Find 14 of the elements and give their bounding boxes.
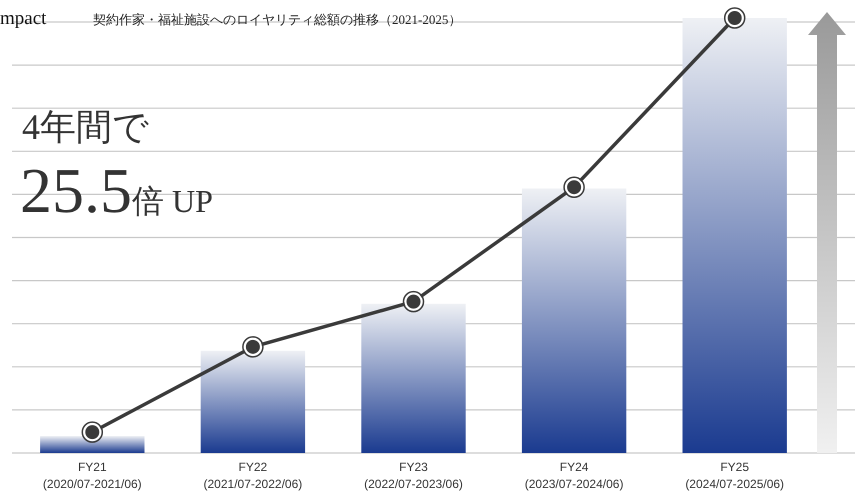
chart-title: 契約作家・福祉施設へのロイヤリティ総額の推移（2021-2025） bbox=[93, 12, 462, 27]
x-tick-label: FY25 (2024/07-2025/06) bbox=[685, 460, 784, 491]
x-tick-label: FY24 (2023/07-2024/06) bbox=[524, 460, 624, 491]
bar bbox=[361, 304, 466, 453]
annotation: mpact bbox=[0, 8, 48, 29]
bar bbox=[40, 436, 144, 453]
bar bbox=[200, 350, 306, 453]
x-tick-label: FY23 (2022/07-2023/06) bbox=[364, 460, 463, 491]
x-tick-label: FY21 (2020/07-2021/06) bbox=[42, 460, 142, 491]
bar bbox=[522, 188, 626, 453]
x-tick-label: FY22 (2021/07-2022/06) bbox=[204, 460, 302, 491]
bar bbox=[682, 18, 787, 453]
annotation: 4年間で bbox=[22, 107, 149, 147]
annotation: 25.5倍 UP bbox=[20, 155, 213, 226]
